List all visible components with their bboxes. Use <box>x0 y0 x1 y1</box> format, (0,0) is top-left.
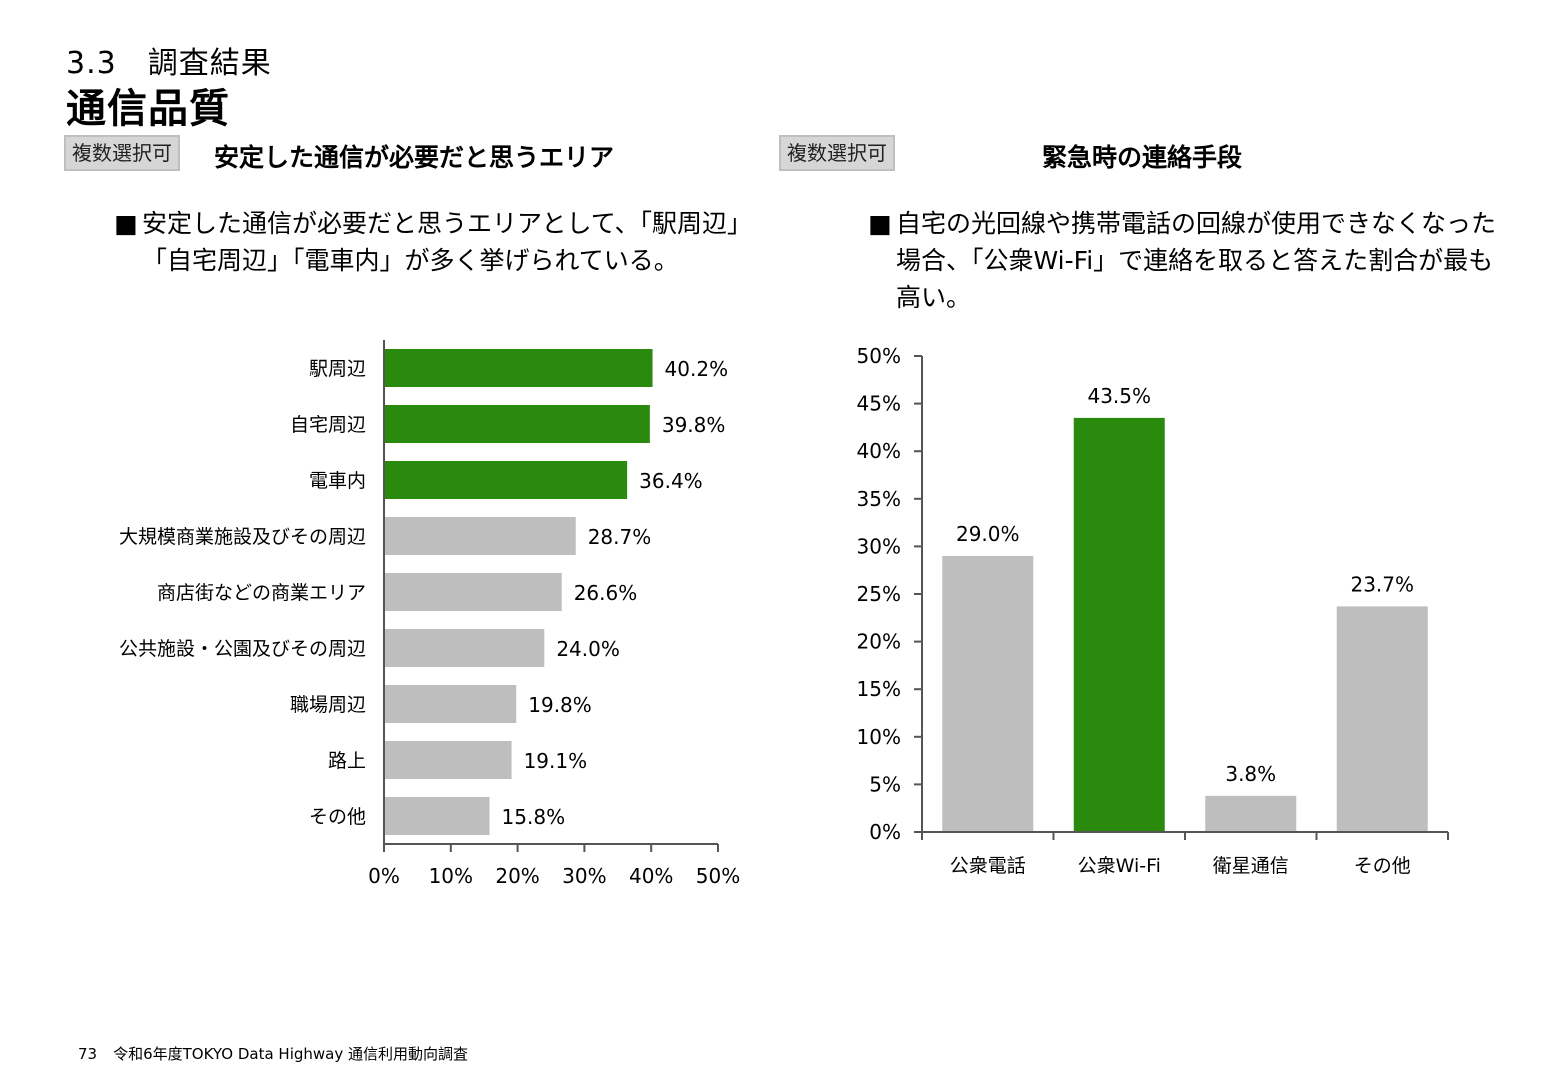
vertical-bar-chart: 29.0% 公衆電話 43.5% 公衆Wi-Fi 3.8% 衛星通信 23.7% その他 0% 5… <box>857 344 1449 877</box>
data-label: 23.7% <box>1350 572 1414 596</box>
data-label: 28.7% <box>588 525 652 549</box>
left-description: ■ 安定した通信が必要だと思うエリアとして、「駅周辺」 「自宅周辺」「電車内」が… <box>114 205 764 285</box>
category-label: 職場周辺 <box>290 694 366 716</box>
data-label: 40.2% <box>665 357 729 381</box>
x-tick-label: 10% <box>429 864 473 888</box>
y-tick-label: 30% <box>857 534 901 558</box>
category-label: 自宅周辺 <box>290 414 366 436</box>
left-chart-title: 安定した通信が必要だと思うエリア <box>214 143 615 172</box>
category-label: 公衆電話 <box>950 855 1026 877</box>
right-chart-title: 緊急時の連絡手段 <box>1042 143 1243 172</box>
x-tick-label: 20% <box>495 864 539 888</box>
data-label: 3.8% <box>1225 762 1276 786</box>
data-label: 26.6% <box>574 581 638 605</box>
y-tick-label: 5% <box>869 772 901 796</box>
data-label: 15.8% <box>502 805 566 829</box>
data-label: 19.8% <box>528 693 592 717</box>
bar-7 <box>384 685 517 723</box>
category-label: 商店街などの商業エリア <box>157 582 366 604</box>
right-desc-line-1: 自宅の光回線や携帯電話の回線が使用できなくなった <box>896 209 1497 238</box>
data-label: 39.8% <box>662 413 726 437</box>
y-tick-label: 0% <box>869 820 901 844</box>
y-tick-label: 35% <box>857 487 901 511</box>
left-desc-line-1: 安定した通信が必要だと思うエリアとして、「駅周辺」 <box>142 209 753 238</box>
bar-1 <box>384 349 653 387</box>
page-title: 通信品質 <box>66 86 230 132</box>
bar-2 <box>384 405 650 443</box>
y-tick-label: 50% <box>857 344 901 368</box>
x-tick-label: 50% <box>696 864 740 888</box>
left-desc-line-2: 「自宅周辺」「電車内」が多く挙げられている。 <box>142 246 679 275</box>
section-heading: 3.3 調査結果 <box>66 46 272 81</box>
bullet-square-icon: ■ <box>114 209 138 238</box>
multi-select-badge-left: 複数選択可 <box>64 135 180 171</box>
bar-3 <box>384 461 628 499</box>
data-label: 24.0% <box>556 637 620 661</box>
bar-9 <box>384 797 490 835</box>
right-desc-line-2: 場合、「公衆Wi-Fi」で連絡を取ると答えた割合が最も <box>896 246 1494 275</box>
y-tick-label: 40% <box>857 439 901 463</box>
category-label: 大規模商業施設及びその周辺 <box>119 526 366 548</box>
data-label: 29.0% <box>956 522 1020 546</box>
x-tick-label: 30% <box>562 864 606 888</box>
bar-1 <box>942 555 1034 832</box>
data-label: 36.4% <box>639 469 703 493</box>
bar-8 <box>384 741 512 779</box>
right-desc-line-3: 高い。 <box>896 283 972 312</box>
category-label: 公衆Wi-Fi <box>1078 855 1161 877</box>
bar-2 <box>1073 417 1165 832</box>
category-label: 公共施設・公園及びその周辺 <box>119 638 366 660</box>
horizontal-bar-chart: 駅周辺 40.2% 自宅周辺 39.8% 電車内 36.4% 大規模商業施設及びその周辺 28… <box>119 340 740 888</box>
bullet-square-icon: ■ <box>868 209 892 238</box>
data-label: 43.5% <box>1087 384 1151 408</box>
bar-5 <box>384 573 562 611</box>
bar-6 <box>384 629 545 667</box>
category-label: 路上 <box>328 750 366 772</box>
bar-4 <box>384 517 576 555</box>
y-tick-label: 15% <box>857 677 901 701</box>
data-label: 19.1% <box>524 749 588 773</box>
page-number: 73 <box>78 1045 98 1063</box>
multi-select-badge-right: 複数選択可 <box>779 135 895 171</box>
category-label: 衛星通信 <box>1213 855 1289 877</box>
bar-4 <box>1336 606 1428 832</box>
right-description: ■ 自宅の光回線や携帯電話の回線が使用できなくなった 場合、「公衆Wi-Fi」で… <box>868 205 1528 320</box>
category-label: その他 <box>309 806 366 828</box>
y-tick-label: 20% <box>857 630 901 654</box>
category-label: その他 <box>1354 855 1411 877</box>
footer-text: 令和6年度TOKYO Data Highway 通信利用動向調査 <box>113 1045 468 1063</box>
y-tick-label: 10% <box>857 725 901 749</box>
x-tick-label: 40% <box>629 864 673 888</box>
y-tick-label: 45% <box>857 392 901 416</box>
footer: 73 令和6年度TOKYO Data Highway 通信利用動向調査 <box>78 1043 484 1064</box>
category-label: 電車内 <box>309 470 366 492</box>
y-tick-label: 25% <box>857 582 901 606</box>
category-label: 駅周辺 <box>309 358 366 380</box>
bar-3 <box>1205 795 1297 832</box>
x-tick-label: 0% <box>368 864 400 888</box>
